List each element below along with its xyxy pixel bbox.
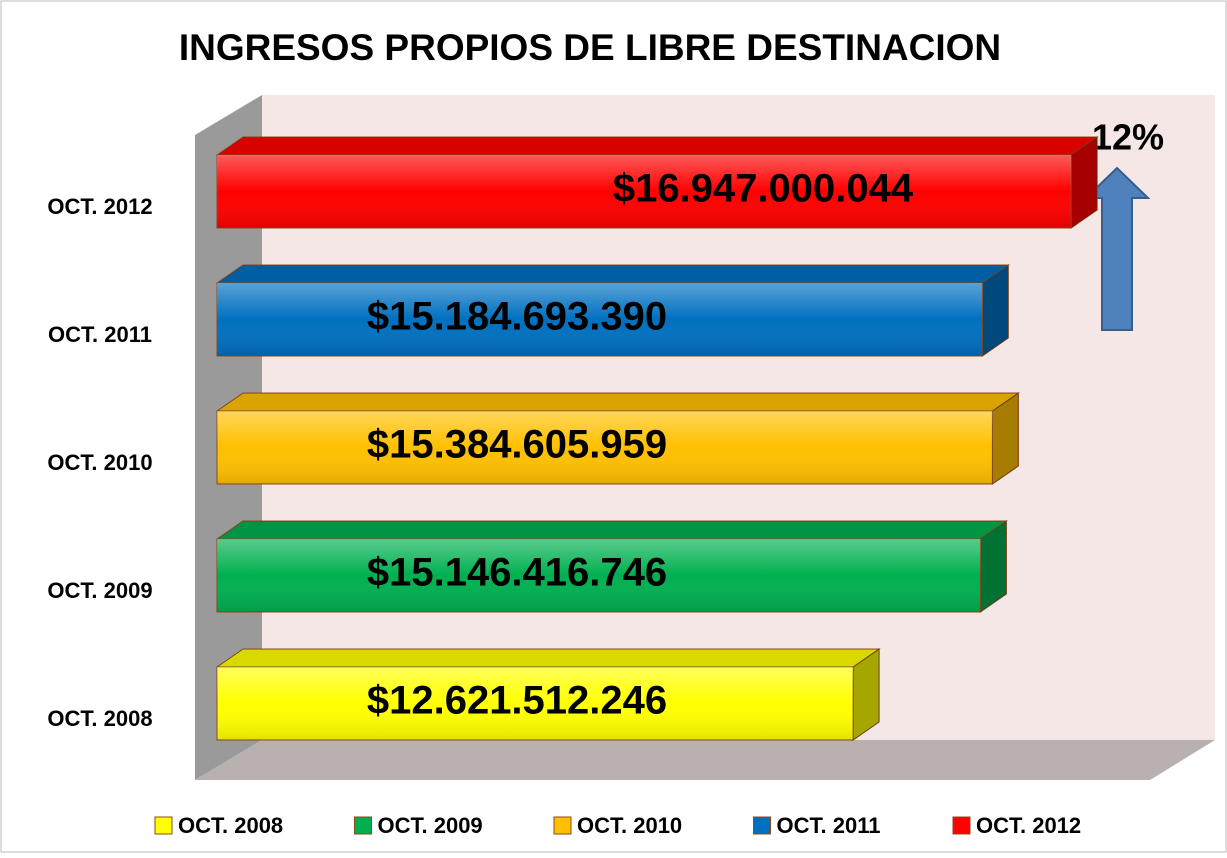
legend-swatch: [753, 816, 771, 835]
legend-swatch: [952, 816, 971, 835]
y-tick-label: OCT. 2012: [47, 194, 152, 219]
floor: [195, 740, 1215, 780]
bar-side-shade: [982, 265, 1009, 356]
bar-top-shade: [217, 265, 1009, 283]
legend-swatch: [154, 816, 173, 835]
bar-shine: [217, 411, 993, 484]
bar-side-shade: [853, 649, 880, 740]
chart-title: INGRESOS PROPIOS DE LIBRE DESTINACION: [179, 27, 1001, 68]
arrow: [1083, 166, 1151, 331]
bar-top-shade: [217, 137, 1098, 155]
legend-label: OCT. 2008: [178, 813, 283, 838]
bar-side-shade: [992, 393, 1019, 484]
value-label: $15.384.605.959: [367, 423, 667, 467]
legend-swatch: [354, 816, 372, 835]
bar-top-shade: [217, 393, 1019, 411]
value-label: $15.184.693.390: [367, 295, 667, 339]
bar-side-shade: [1071, 137, 1098, 228]
bar-top-shade: [217, 521, 1007, 539]
y-tick-label: OCT. 2011: [48, 322, 152, 347]
legend-swatch: [553, 816, 572, 835]
y-tick-label: OCT. 2010: [47, 450, 152, 475]
bar-shine: [217, 539, 981, 612]
value-label: $15.146.416.746: [367, 551, 667, 595]
value-label: $16.947.000.044: [613, 167, 914, 211]
y-tick-label: OCT. 2008: [47, 706, 152, 731]
annotation: 12%: [1092, 117, 1164, 158]
y-tick-label: OCT. 2009: [47, 578, 152, 603]
legend-label: OCT. 2011: [777, 813, 881, 838]
value-label: $12.621.512.246: [367, 679, 667, 723]
bar-shine: [217, 283, 983, 356]
bar-top-shade: [217, 649, 880, 667]
legend-label: OCT. 2012: [976, 813, 1081, 838]
legend-label: OCT. 2009: [378, 813, 483, 838]
bar-shine: [217, 155, 1072, 228]
bar-shine: [217, 667, 854, 740]
legend-label: OCT. 2010: [577, 813, 682, 838]
bar-side-shade: [980, 521, 1007, 612]
